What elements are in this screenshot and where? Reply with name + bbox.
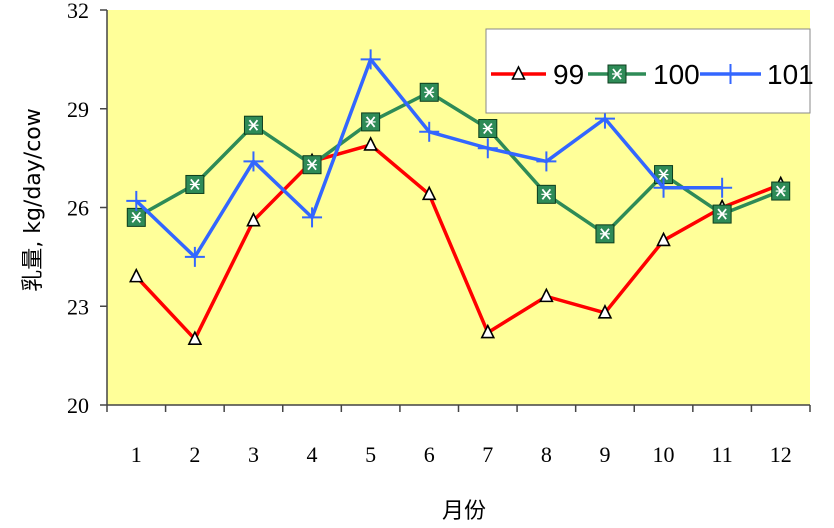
x-square-marker xyxy=(419,82,439,102)
plus-marker xyxy=(536,151,557,172)
x-tick-label: 11 xyxy=(712,442,733,467)
x-tick-label: 2 xyxy=(189,442,200,467)
y-axis-title: 乳量, kg/day/cow xyxy=(21,108,46,292)
x-tick-label: 12 xyxy=(770,442,792,467)
x-tick-label: 8 xyxy=(541,442,552,467)
x-square-marker xyxy=(607,64,627,84)
legend: 99 100 101 xyxy=(485,28,814,114)
x-tick-label: 9 xyxy=(599,442,610,467)
legend-label: 100 xyxy=(653,59,700,90)
series-101 xyxy=(126,49,733,267)
x-square-marker xyxy=(302,155,322,175)
legend-entry-99: 99 xyxy=(491,59,584,90)
y-tick-label: 20 xyxy=(67,393,89,418)
triangle-marker xyxy=(539,287,554,303)
legend-entry-100: 100 xyxy=(588,59,700,90)
x-axis-title: 月份 xyxy=(442,499,486,524)
x-tick-label: 10 xyxy=(653,442,675,467)
x-square-marker xyxy=(771,181,791,201)
series-layer xyxy=(126,49,791,345)
legend-label: 101 xyxy=(767,59,814,90)
x-square-marker xyxy=(478,119,498,138)
plus-marker xyxy=(243,151,264,172)
plus-marker xyxy=(712,177,733,198)
triangle-marker xyxy=(421,185,437,201)
triangle-marker xyxy=(363,136,378,151)
x-square-marker xyxy=(361,112,381,132)
x-tick-label: 4 xyxy=(307,442,318,467)
series-line-99 xyxy=(135,143,782,341)
series-100 xyxy=(126,82,791,244)
x-tick-label: 3 xyxy=(248,442,259,467)
x-tick-label: 5 xyxy=(365,442,376,467)
x-tick-label: 6 xyxy=(424,442,435,467)
y-tick-label: 26 xyxy=(67,196,89,221)
y-tick-label: 23 xyxy=(67,294,89,319)
y-tick-label: 32 xyxy=(67,0,89,23)
plus-marker xyxy=(477,138,498,159)
legend-label: 99 xyxy=(553,59,584,90)
x-square-marker xyxy=(536,184,556,204)
x-square-marker xyxy=(712,204,732,224)
plus-marker xyxy=(653,177,674,198)
x-tick-label: 1 xyxy=(131,442,142,467)
triangle-marker xyxy=(480,323,496,339)
x-square-marker xyxy=(243,115,263,135)
x-square-marker xyxy=(595,224,615,244)
legend-entry-101: 101 xyxy=(700,59,814,90)
triangle-marker xyxy=(597,304,613,319)
triangle-marker xyxy=(511,65,526,80)
triangle-marker xyxy=(128,267,144,283)
series-line-100 xyxy=(135,90,782,236)
legend-box xyxy=(485,28,811,114)
x-square-marker xyxy=(126,207,146,227)
plus-marker xyxy=(419,121,440,142)
plus-marker xyxy=(720,64,741,84)
plus-marker xyxy=(126,190,147,211)
plus-marker xyxy=(302,207,323,228)
triangle-marker xyxy=(656,231,671,247)
plus-marker xyxy=(360,49,381,70)
x-tick-label: 7 xyxy=(482,442,493,467)
triangle-marker xyxy=(246,211,261,227)
y-tick-label: 29 xyxy=(67,97,89,122)
x-square-marker xyxy=(185,174,205,194)
triangle-marker xyxy=(187,330,203,345)
plus-marker xyxy=(184,246,205,267)
